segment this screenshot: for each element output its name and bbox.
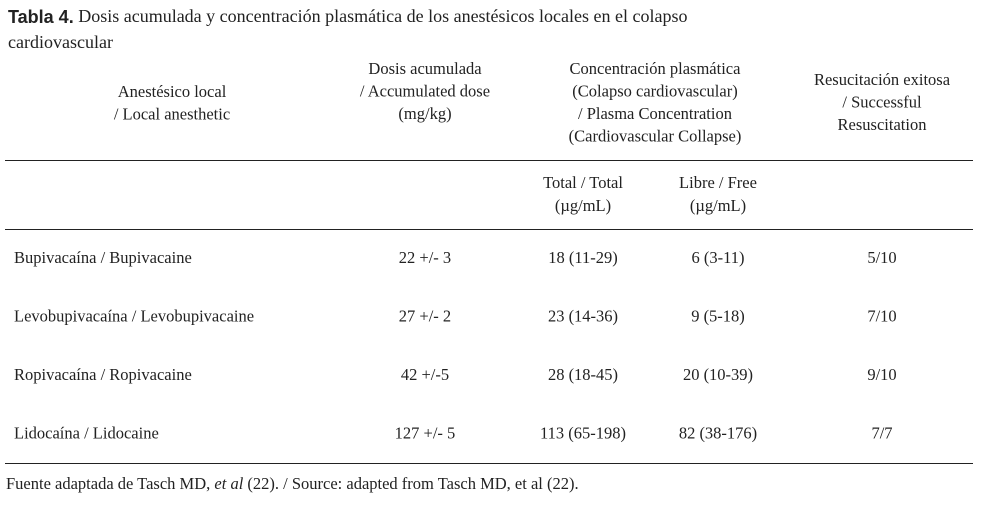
table-cell: 127 +/- 5	[395, 423, 456, 442]
table-cell: 42 +/-5	[401, 365, 449, 384]
header-cell: Anestésico local	[118, 82, 227, 101]
footer-text: Fuente adaptada de Tasch MD,	[6, 474, 214, 493]
subheader-cell: (µg/mL)	[690, 196, 746, 215]
title-line: cardiovascular	[8, 32, 113, 52]
subheader-cell: (µg/mL)	[555, 196, 611, 215]
header-cell: Dosis acumulada	[368, 59, 482, 78]
subheader-cell: Total / Total	[543, 173, 623, 192]
table-cell: 22 +/- 3	[399, 248, 451, 267]
table-cell: Bupivacaína / Bupivacaine	[14, 248, 192, 267]
footer-text: (22). / Source: adapted from Tasch MD, e…	[243, 474, 578, 493]
table-cell: 23 (14-36)	[548, 306, 618, 325]
table: Anestésico local / Local anesthetic Dosis …	[14, 59, 951, 443]
title-text: Dosis acumulada y concentración plasmáti…	[78, 6, 687, 26]
header-cell: / Accumulated dose	[360, 81, 490, 100]
header-cell: (mg/kg)	[398, 104, 451, 123]
table-cell: 9 (5-18)	[691, 306, 745, 325]
title-line: Tabla 4. Dosis acumulada y concentración…	[8, 6, 688, 27]
table-cell: 113 (65-198)	[540, 423, 626, 442]
table-cell: 18 (11-29)	[548, 248, 618, 267]
footer-italic: et al	[214, 474, 243, 493]
table-cell: Ropivacaína / Ropivacaine	[14, 365, 192, 384]
table-cell: 82 (38-176)	[679, 423, 757, 442]
table-cell: 6 (3-11)	[692, 248, 745, 267]
table-cell: 27 +/- 2	[399, 306, 451, 325]
header-cell: (Cardiovascular Collapse)	[569, 127, 742, 146]
table-cell: 20 (10-39)	[683, 365, 753, 384]
header-cell: Resucitación exitosa	[814, 70, 951, 89]
header-cell: / Successful	[842, 92, 922, 111]
table-cell: Levobupivacaína / Levobupivacaine	[14, 306, 254, 325]
header-cell: / Plasma Concentration	[578, 104, 732, 123]
table-cell: 5/10	[867, 248, 896, 267]
header-cell: Concentración plasmática	[570, 59, 742, 78]
table-cell: Lidocaína / Lidocaine	[14, 423, 159, 442]
table-cell: 7/7	[871, 423, 892, 442]
header-cell: / Local anesthetic	[114, 104, 230, 123]
footer: Fuente adaptada de Tasch MD, et al (22).…	[6, 474, 579, 493]
table-label: Tabla 4.	[8, 7, 74, 27]
table-cell: 9/10	[867, 365, 896, 384]
header-cell: (Colapso cardiovascular)	[572, 81, 737, 100]
header-cell: Resuscitation	[838, 115, 927, 134]
table-cell: 28 (18-45)	[548, 365, 618, 384]
subheader-cell: Libre / Free	[679, 173, 757, 192]
table-cell: 7/10	[867, 306, 896, 325]
